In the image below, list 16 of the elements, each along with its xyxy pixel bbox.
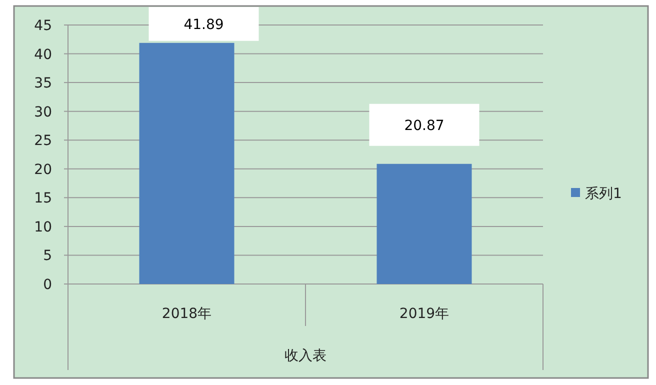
y-tick-label: 25: [34, 133, 52, 150]
y-tick-label: 45: [34, 18, 52, 34]
y-tick-label: 0: [43, 277, 52, 293]
y-tick-label: 30: [34, 104, 52, 120]
x-tick-label: 2018年: [162, 306, 212, 322]
data-label: 41.89: [184, 16, 224, 33]
y-tick-label: 10: [34, 219, 52, 236]
y-tick-label: 35: [34, 76, 52, 92]
y-tick-label: 20: [34, 162, 52, 178]
x-tick-label: 2019年: [399, 306, 450, 322]
x-axis-title: 收入表: [284, 348, 326, 364]
legend-label: 系列1: [585, 186, 622, 202]
y-tick-label: 5: [43, 248, 52, 264]
data-label: 20.87: [404, 118, 444, 134]
y-tick-label: 40: [34, 46, 52, 63]
y-tick-label: 15: [34, 190, 52, 207]
